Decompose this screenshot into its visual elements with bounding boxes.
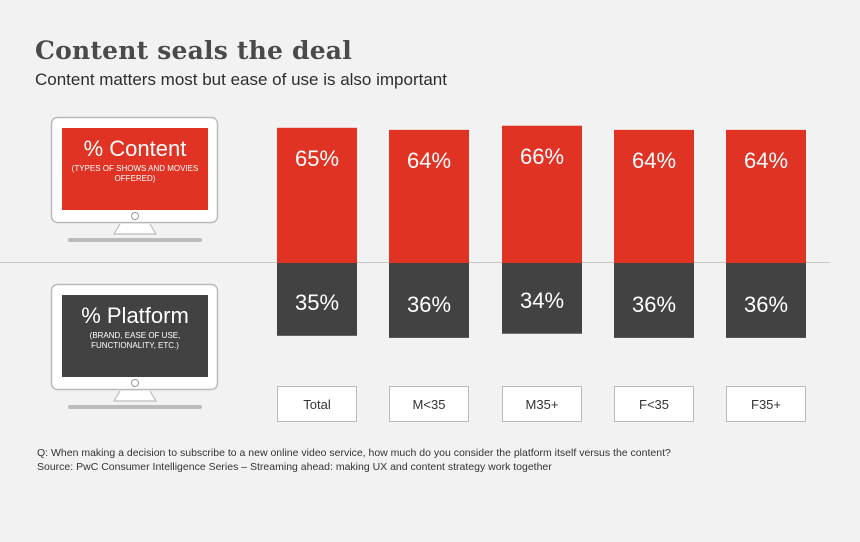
- bar-label-content-0: 65%: [294, 145, 340, 171]
- bar-label-content-2: 66%: [519, 143, 565, 169]
- bar-label-platform-1: 36%: [406, 291, 452, 317]
- category-label-4: F35+: [726, 386, 806, 422]
- bar-platform-0: [277, 263, 357, 336]
- legend-platform: % Platform (BRAND, EASE OF USE, FUNCTION…: [50, 283, 220, 415]
- legend-content-sublabel: (TYPES OF SHOWS AND MOVIES OFFERED): [71, 164, 199, 183]
- bar-content-0: [277, 127, 357, 263]
- footnote-source: Source: PwC Consumer Intelligence Series…: [37, 461, 552, 473]
- legend-platform-label: % Platform: [81, 303, 189, 328]
- category-label-2: M35+: [502, 386, 582, 422]
- bar-content-3: [614, 129, 694, 263]
- legend-content-label: % Content: [83, 136, 187, 161]
- category-label-3: F<35: [614, 386, 694, 422]
- bar-content-2: [502, 125, 582, 263]
- bar-label-content-1: 64%: [406, 147, 452, 173]
- category-label-0: Total: [277, 386, 357, 422]
- bar-content-1: [389, 129, 469, 263]
- bar-label-platform-0: 35%: [294, 289, 340, 315]
- chart-title: Content seals the deal: [35, 36, 352, 65]
- bar-label-content-3: 64%: [631, 147, 677, 173]
- legend-platform-sublabel: (BRAND, EASE OF USE, FUNCTIONALITY, ETC.…: [89, 331, 181, 350]
- chart-subtitle: Content matters most but ease of use is …: [35, 70, 447, 89]
- bar-content-4: [726, 129, 806, 263]
- bar-platform-3: [614, 263, 694, 338]
- legend-content: % Content (TYPES OF SHOWS AND MOVIES OFF…: [50, 116, 220, 248]
- tv-icon: [50, 116, 219, 242]
- footnote-question: Q: When making a decision to subscribe t…: [37, 447, 671, 459]
- category-label-1: M<35: [389, 386, 469, 422]
- bar-label-content-4: 64%: [743, 147, 789, 173]
- bar-platform-2: [502, 263, 582, 334]
- bar-label-platform-2: 34%: [519, 287, 565, 313]
- bar-label-platform-3: 36%: [631, 291, 677, 317]
- bar-label-platform-4: 36%: [743, 291, 789, 317]
- tv-icon: [50, 283, 219, 409]
- bar-platform-1: [389, 263, 469, 338]
- bar-platform-4: [726, 263, 806, 338]
